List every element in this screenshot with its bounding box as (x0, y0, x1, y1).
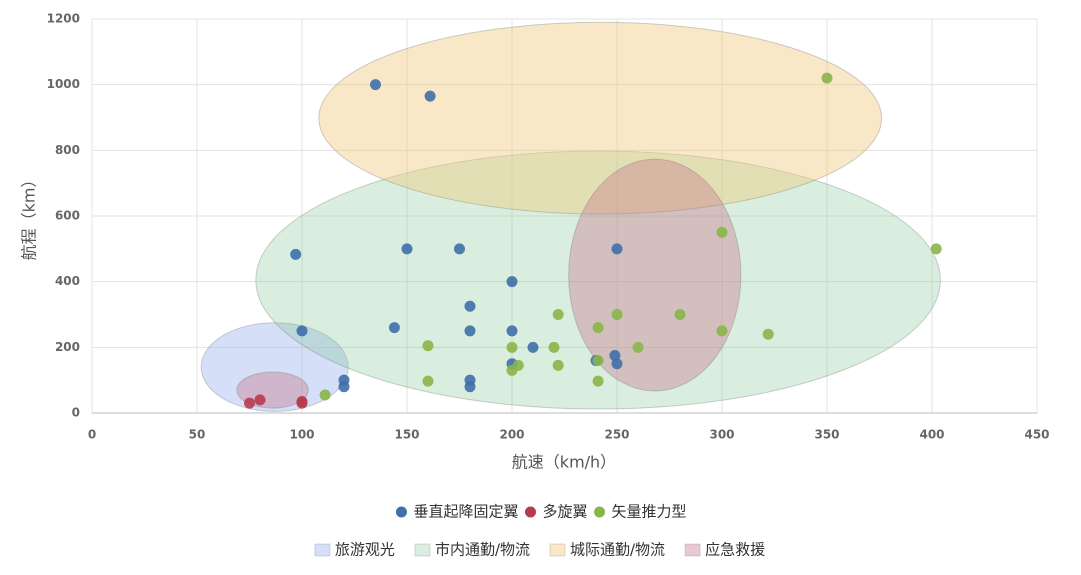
point (506, 341, 518, 353)
point (464, 381, 476, 393)
point (548, 341, 560, 353)
point (401, 243, 413, 255)
point (506, 364, 518, 376)
x-tick-label: 150 (394, 428, 419, 442)
point (338, 381, 350, 393)
legend-marker (395, 506, 407, 518)
x-tick-label: 450 (1024, 428, 1049, 442)
y-tick-label: 1200 (47, 12, 80, 26)
point (422, 340, 434, 352)
point (930, 243, 942, 255)
point (244, 397, 255, 409)
y-axis-title: 航程（km） (20, 172, 39, 261)
point (319, 389, 331, 401)
legend-marker (684, 543, 701, 557)
point (674, 309, 686, 320)
point (716, 226, 728, 238)
point (592, 322, 604, 334)
legend-marker (414, 543, 431, 557)
x-tick-label: 250 (604, 428, 629, 442)
x-tick-label: 200 (499, 428, 524, 442)
point (552, 309, 564, 320)
point (296, 397, 308, 409)
legend-label: 城际通勤/物流 (570, 541, 665, 559)
point (388, 322, 400, 334)
point (464, 300, 476, 312)
point (611, 358, 623, 370)
point (464, 325, 476, 337)
point (592, 354, 604, 366)
legend-marker (524, 506, 536, 518)
x-tick-label: 300 (709, 428, 734, 442)
x-tick-label: 0 (88, 428, 96, 442)
x-tick-label: 400 (919, 428, 944, 442)
point (506, 325, 518, 337)
y-tick-label: 200 (55, 340, 80, 354)
point (506, 276, 518, 288)
point (611, 309, 623, 320)
point (632, 341, 644, 353)
point (527, 341, 539, 353)
point (611, 243, 623, 255)
region-ellipse (568, 158, 742, 392)
legend-label: 应急救援 (705, 541, 765, 559)
point (370, 79, 381, 91)
point (762, 328, 774, 340)
point (254, 394, 266, 406)
point (592, 375, 604, 387)
x-axis-title: 航速（km/h） (512, 453, 616, 472)
point (821, 72, 833, 84)
legend-marker (594, 506, 606, 518)
legend-label: 旅游观光 (335, 541, 395, 559)
legend-label: 市内通勤/物流 (435, 541, 530, 559)
region-ellipse (318, 21, 883, 215)
point (290, 248, 302, 260)
point (422, 375, 434, 387)
y-tick-label: 800 (55, 143, 80, 157)
y-tick-label: 600 (55, 209, 80, 223)
y-tick-label: 1000 (47, 77, 80, 91)
region-ellipse (200, 322, 349, 412)
legend: 旅游观光 市内通勤/物流 城际通勤/物流 应急救援 (314, 541, 765, 559)
x-tick-label: 350 (814, 428, 839, 442)
point (454, 243, 465, 255)
legend-label: 垂直起降固定翼 (413, 503, 518, 521)
point (424, 90, 436, 102)
legend-label: 矢量推力型 (612, 503, 687, 521)
point (716, 325, 728, 337)
legend-marker (314, 543, 331, 557)
legend-marker (549, 543, 566, 557)
y-tick-label: 400 (55, 274, 80, 288)
y-tick-label: 0 (72, 406, 80, 420)
point (296, 325, 308, 337)
x-tick-label: 100 (289, 428, 314, 442)
legend-label: 多旋翼 (542, 503, 587, 521)
point (552, 359, 564, 371)
legend: 垂直起降固定翼 多旋翼 矢量推力型 (395, 503, 687, 521)
x-tick-label: 50 (189, 428, 206, 442)
